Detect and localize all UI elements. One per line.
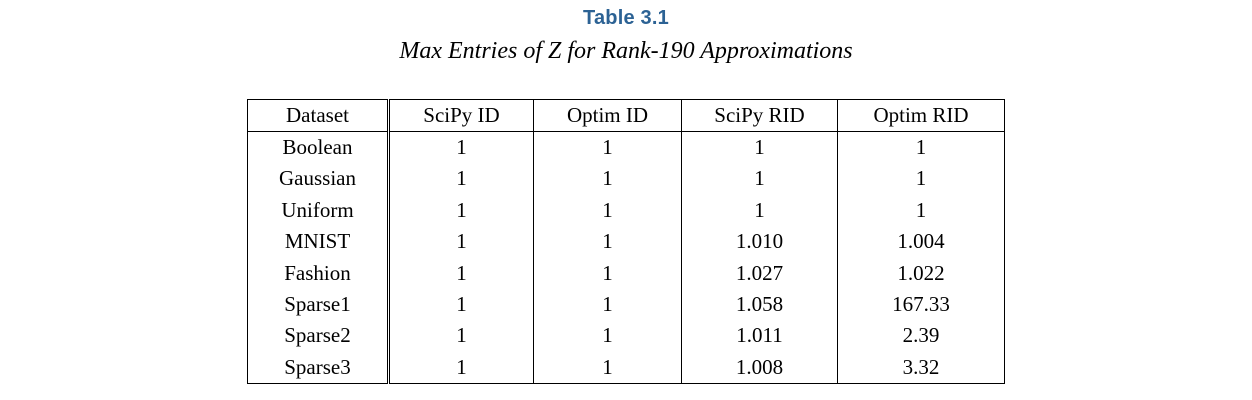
dataset-cell: Gaussian — [247, 163, 390, 195]
dataset-cell: Sparse1 — [247, 289, 390, 321]
value-cell: 1 — [533, 257, 682, 290]
value-cell: 1.008 — [681, 351, 838, 384]
table-row: Fashion 1 1 1.027 1.022 — [247, 257, 1005, 290]
dataset-cell: MNIST — [247, 226, 390, 258]
value-cell: 1 — [837, 131, 1005, 164]
value-cell: 1 — [456, 354, 467, 379]
value-cell: 1 — [837, 194, 1005, 227]
value-cell: 3.32 — [837, 351, 1005, 384]
value-cell: 167.33 — [837, 289, 1005, 321]
value-cell: 1.011 — [681, 320, 838, 352]
table-row: Sparse1 1 1 1.058 167.33 — [247, 289, 1005, 321]
value-cell: 1 — [837, 163, 1005, 195]
value-cell: 1.010 — [681, 226, 838, 258]
value-cell: 1 — [456, 323, 467, 348]
column-header-scipy-rid: SciPy RID — [681, 99, 838, 132]
value-cell: 1 — [533, 163, 682, 195]
column-header-optim-rid: Optim RID — [837, 99, 1005, 132]
value-cell: 1 — [456, 260, 467, 285]
column-header-dataset: Dataset — [247, 99, 390, 132]
table-body: Boolean 1 1 1 1 Gaussian 1 1 1 1 Uniform 1 1 1 1 MNIST 1… — [247, 131, 1005, 384]
table-row: Sparse3 1 1 1.008 3.32 — [247, 351, 1005, 384]
table-row: Boolean 1 1 1 1 — [247, 131, 1005, 164]
table-row: Sparse2 1 1 1.011 2.39 — [247, 320, 1005, 352]
table-row: Uniform 1 1 1 1 — [247, 194, 1005, 227]
value-cell: 1 — [533, 351, 682, 384]
value-cell: 1 — [533, 131, 682, 164]
value-cell: 1 — [456, 292, 467, 317]
value-cell: 1 — [456, 197, 467, 222]
value-cell: 1 — [533, 194, 682, 227]
value-cell: 1.027 — [681, 257, 838, 290]
value-cell: 1 — [456, 166, 467, 191]
dataset-cell: Sparse2 — [247, 320, 390, 352]
dataset-cell: Boolean — [247, 131, 390, 164]
table-label: Table 3.1 — [583, 7, 669, 29]
value-cell: 1.022 — [837, 257, 1005, 290]
results-table: Dataset SciPy ID Optim ID SciPy RID Opti… — [247, 99, 1005, 385]
value-cell: 1.004 — [837, 226, 1005, 258]
table-row: Gaussian 1 1 1 1 — [247, 163, 1005, 195]
table-row: MNIST 1 1 1.010 1.004 — [247, 226, 1005, 258]
column-header-optim-id: Optim ID — [533, 99, 682, 132]
value-cell: 1 — [533, 226, 682, 258]
value-cell: 1 — [681, 194, 838, 227]
value-cell: 1 — [681, 163, 838, 195]
header-row: Dataset SciPy ID Optim ID SciPy RID Opti… — [247, 99, 1005, 132]
value-cell: 1.058 — [681, 289, 838, 321]
dataset-cell: Sparse3 — [247, 351, 390, 384]
column-header-scipy-id: SciPy ID — [388, 99, 534, 132]
value-cell: 1 — [533, 320, 682, 352]
value-cell: 1 — [456, 229, 467, 254]
table-caption: Max Entries of Z for Rank-190 Approximat… — [399, 38, 853, 64]
dataset-cell: Fashion — [247, 257, 390, 290]
dataset-cell: Uniform — [247, 194, 390, 227]
value-cell: 1 — [456, 135, 467, 159]
value-cell: 1 — [533, 289, 682, 321]
value-cell: 2.39 — [837, 320, 1005, 352]
value-cell: 1 — [681, 131, 838, 164]
table-header: Dataset SciPy ID Optim ID SciPy RID Opti… — [247, 99, 1005, 132]
